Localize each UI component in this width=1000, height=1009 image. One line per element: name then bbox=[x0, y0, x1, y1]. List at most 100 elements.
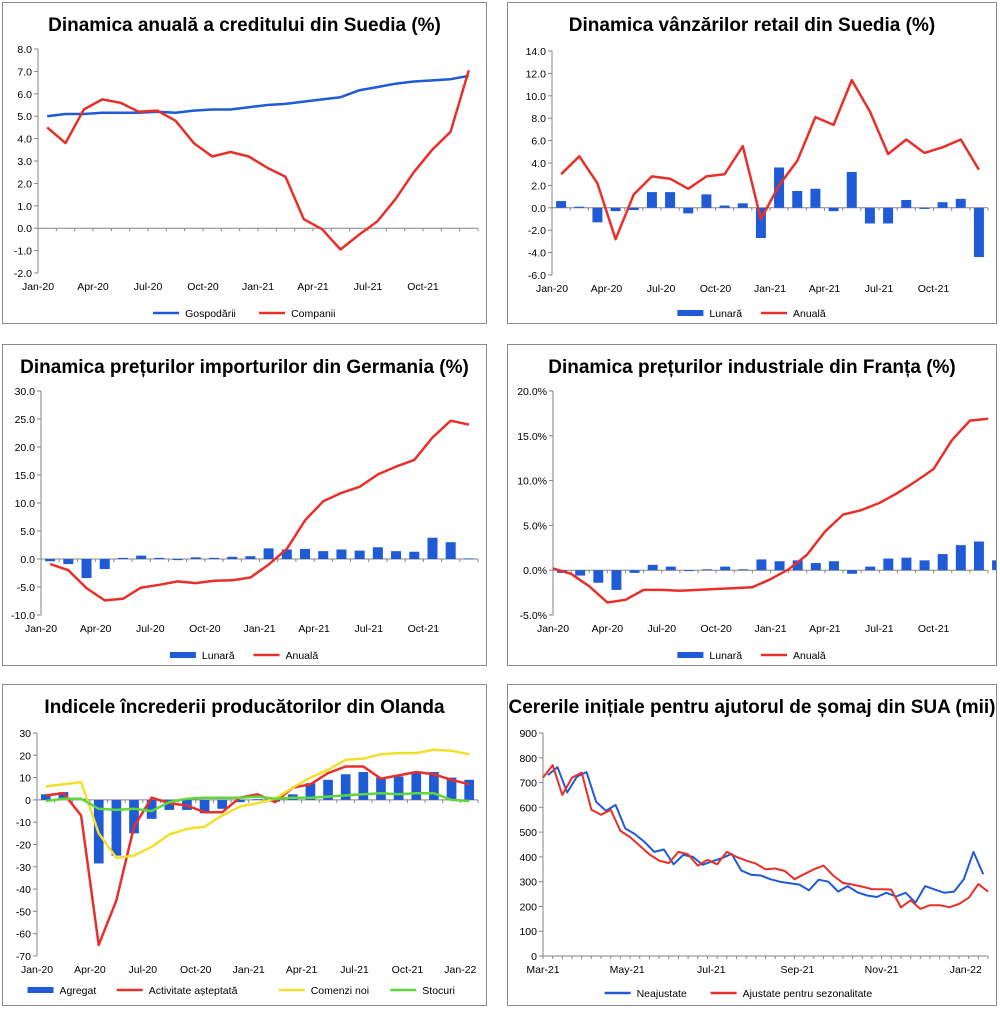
x-tick-label: Oct-20 bbox=[700, 623, 732, 635]
y-tick-label: 5.0% bbox=[523, 520, 547, 532]
x-tick-label: Apr-20 bbox=[80, 623, 112, 635]
bar-Lunară bbox=[574, 206, 585, 208]
bar-Lunară bbox=[756, 559, 767, 571]
legend-label: Activitate așteptată bbox=[149, 985, 238, 997]
y-tick-label: 0 bbox=[25, 795, 31, 807]
bar-Lunară bbox=[63, 559, 74, 565]
x-tick-label: Jan-20 bbox=[537, 623, 569, 635]
bar-Lunară bbox=[665, 192, 676, 208]
bar-Agregat bbox=[40, 794, 51, 800]
y-tick-label: 0.0 bbox=[17, 223, 32, 235]
bar-Lunară bbox=[611, 570, 622, 590]
bar-Lunară bbox=[629, 570, 640, 573]
bar-Lunară bbox=[792, 191, 803, 208]
bar-Lunară bbox=[208, 557, 219, 559]
bar-Lunară bbox=[847, 570, 858, 574]
bar-Lunară bbox=[937, 202, 948, 208]
legend-swatch bbox=[169, 652, 196, 658]
bar-Agregat bbox=[429, 772, 439, 800]
x-tick-label: Jan-22 bbox=[950, 964, 982, 976]
bar-Lunară bbox=[901, 557, 912, 571]
y-tick-label: 3.0 bbox=[17, 156, 32, 168]
legend-label: Comenzi noi bbox=[311, 985, 369, 997]
bar-Lunară bbox=[463, 558, 474, 560]
legend: Lunară Anuală bbox=[677, 308, 826, 320]
y-tick-label: -70 bbox=[16, 951, 31, 963]
chart-title: Dinamica prețurilor industriale din Fran… bbox=[548, 357, 956, 378]
x-tick-label: Oct-21 bbox=[392, 964, 424, 976]
bar-Agregat bbox=[393, 776, 404, 800]
bar-Lunară bbox=[318, 551, 329, 559]
y-tick-label: -2.0 bbox=[528, 225, 546, 237]
x-tick-label: Apr-21 bbox=[809, 623, 841, 635]
series-line-Anuală bbox=[560, 78, 980, 241]
series-line-Anuală bbox=[49, 419, 470, 602]
legend-swatch bbox=[27, 987, 54, 993]
y-tick-label: 4.0 bbox=[17, 134, 32, 146]
bar-Lunară bbox=[427, 537, 438, 559]
x-tick-label: Jul-21 bbox=[865, 623, 894, 635]
y-tick-label: 10.0% bbox=[517, 476, 547, 488]
bar-Lunară bbox=[955, 198, 966, 208]
bar-Agregat bbox=[358, 772, 369, 800]
y-tick-label: 2.0 bbox=[17, 178, 32, 190]
x-tick-label: Oct-20 bbox=[187, 281, 219, 293]
y-tick-label: 20.0 bbox=[15, 442, 36, 454]
y-tick-label: 300 bbox=[519, 877, 537, 889]
bar-Agregat bbox=[411, 772, 422, 800]
bar-Lunară bbox=[810, 563, 821, 571]
y-tick-label: 12.0 bbox=[526, 68, 547, 80]
bar-Lunară bbox=[610, 207, 621, 212]
legend-label: Anuală bbox=[286, 650, 319, 662]
x-tick-label: Jan-20 bbox=[25, 623, 57, 635]
bar-Lunară bbox=[737, 203, 748, 208]
y-tick-label: 10 bbox=[19, 773, 31, 785]
series-line-Neajustate bbox=[547, 766, 985, 904]
y-tick-label: 10.0 bbox=[15, 498, 36, 510]
x-tick-label: Jul-20 bbox=[129, 964, 158, 976]
y-tick-label: 0.0 bbox=[531, 203, 546, 215]
chart-title: Dinamica vânzărilor retail din Suedia (%… bbox=[569, 15, 935, 36]
bar-Agregat bbox=[164, 799, 175, 810]
bar-Lunară bbox=[701, 194, 712, 208]
bar-Lunară bbox=[336, 549, 347, 559]
y-tick-label: 6.0 bbox=[17, 89, 32, 101]
bar-Lunară bbox=[354, 550, 365, 559]
bar-Lunară bbox=[792, 560, 803, 571]
x-tick-label: Sep-21 bbox=[780, 964, 814, 976]
bar-Lunară bbox=[372, 547, 383, 559]
y-tick-label: 15.0% bbox=[517, 431, 547, 443]
x-tick-label: Apr-21 bbox=[286, 964, 318, 976]
y-tick-label: 0.0 bbox=[20, 554, 35, 566]
y-tick-label: -5.0 bbox=[17, 582, 35, 594]
legend-label: Anuală bbox=[793, 308, 826, 320]
bar-Lunară bbox=[575, 570, 586, 576]
y-tick-label: 700 bbox=[519, 778, 537, 790]
y-tick-label: 100 bbox=[519, 926, 537, 938]
y-tick-label: 5.0 bbox=[20, 526, 35, 538]
bar-Lunară bbox=[955, 545, 966, 571]
x-tick-label: Jan-20 bbox=[536, 283, 568, 295]
x-tick-label: Jan-20 bbox=[22, 281, 54, 293]
y-tick-label: 20.0% bbox=[517, 386, 547, 398]
chart-svg: Dinamica prețurilor industriale din Fran… bbox=[517, 357, 996, 662]
chart-svg: Dinamica vânzărilor retail din Suedia (%… bbox=[526, 15, 989, 320]
y-tick-label: -10.0 bbox=[11, 610, 35, 622]
y-tick-label: 200 bbox=[519, 901, 537, 913]
x-tick-label: Jul-21 bbox=[340, 964, 369, 976]
y-tick-label: 7.0 bbox=[17, 66, 32, 78]
bar-Lunară bbox=[810, 188, 821, 208]
bar-Lunară bbox=[245, 556, 256, 559]
bar-Lunară bbox=[190, 557, 201, 559]
x-tick-label: Jul-21 bbox=[354, 281, 383, 293]
bar-Agregat bbox=[376, 777, 386, 800]
x-tick-label: Jul-20 bbox=[136, 623, 165, 635]
x-tick-label: Apr-20 bbox=[592, 623, 624, 635]
x-tick-label: Mar-21 bbox=[526, 964, 559, 976]
bar-Lunară bbox=[99, 559, 110, 570]
legend: Lunară Anuală bbox=[677, 650, 826, 662]
chart-panel-importuri-germania: Dinamica prețurilor importurilor din Ger… bbox=[2, 344, 487, 666]
y-tick-label: 10.0 bbox=[526, 91, 547, 103]
bar-Agregat bbox=[464, 779, 475, 800]
legend-label: Lunară bbox=[709, 308, 742, 320]
